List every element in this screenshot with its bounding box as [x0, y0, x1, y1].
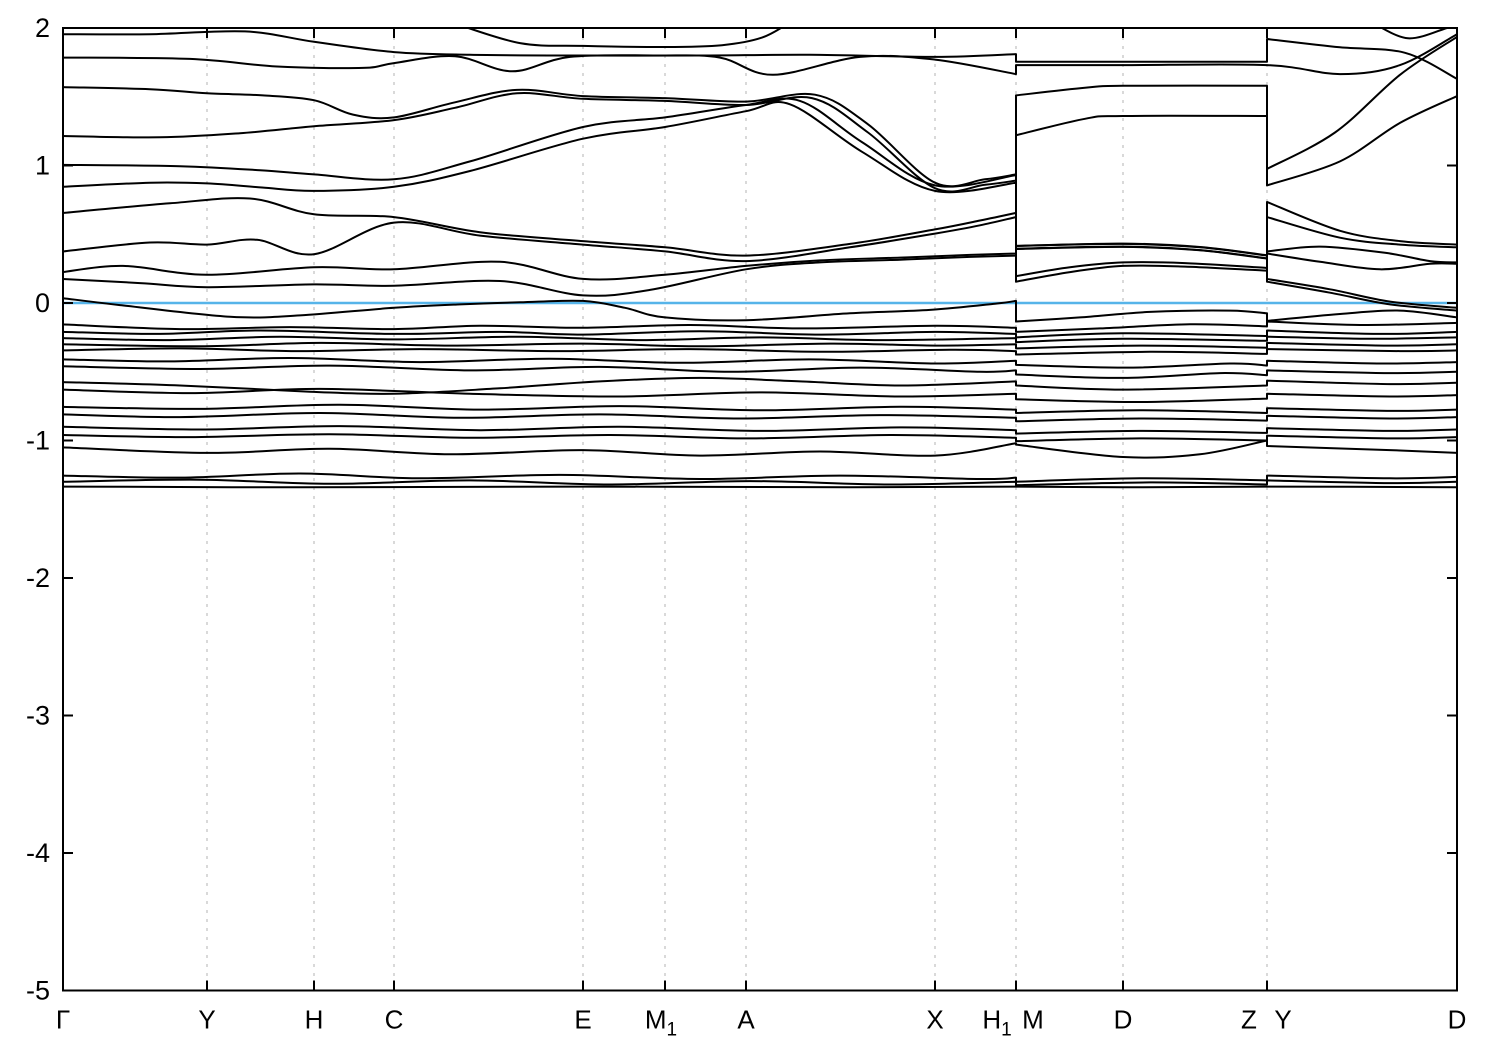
x-axis-kpoint-label: E — [574, 1005, 591, 1035]
y-axis-tick-label: -4 — [26, 838, 50, 868]
band-line — [1378, 27, 1455, 40]
x-axis-kpoint-label: D — [1448, 1005, 1467, 1035]
band-line — [462, 27, 785, 49]
band-line — [63, 297, 1457, 323]
y-axis-tick-label: -2 — [26, 563, 50, 593]
band-line — [63, 403, 1457, 414]
band-line — [63, 425, 1457, 435]
band-line — [63, 197, 1457, 278]
y-axis-tick-label: 0 — [35, 288, 50, 318]
band-line — [63, 329, 1457, 339]
x-axis-kpoint-label: Y — [198, 1005, 215, 1035]
band-line — [63, 478, 1457, 487]
band-line — [63, 92, 1457, 193]
band-line — [63, 216, 1457, 283]
band-line — [63, 335, 1457, 344]
x-axis-kpoint-label: Y — [1274, 1005, 1291, 1035]
y-axis-tick-label: 1 — [35, 151, 50, 181]
band-line — [63, 320, 1457, 333]
x-axis-kpoint-label: A — [737, 1005, 755, 1035]
band-line — [63, 33, 1457, 76]
plot-border — [62, 27, 1458, 992]
y-axis-tick-label: -1 — [26, 426, 50, 456]
x-axis-kpoint-label: H1 — [982, 1005, 1011, 1041]
band-line — [63, 485, 1457, 489]
band-line — [63, 387, 1457, 404]
y-axis-tick-label: 2 — [35, 13, 50, 43]
x-axis-kpoint-label: H — [305, 1005, 324, 1035]
band-line — [63, 411, 1457, 423]
band-line — [63, 30, 1457, 80]
bands-group — [63, 27, 1457, 489]
band-line — [63, 356, 1457, 369]
band-line — [63, 439, 1457, 459]
x-axis-kpoint-label: Γ — [56, 1005, 70, 1035]
x-axis-kpoint-label: M — [1022, 1005, 1044, 1035]
band-line — [63, 245, 1457, 312]
x-axis-kpoint-label: D — [1114, 1005, 1133, 1035]
band-line — [63, 364, 1457, 379]
y-axis-tick-label: -5 — [26, 976, 50, 1006]
band-line — [63, 433, 1457, 443]
band-line — [63, 376, 1457, 395]
band-line — [63, 242, 1457, 309]
x-axis-kpoint-label: M1 — [645, 1005, 677, 1041]
band-line — [63, 341, 1457, 350]
x-axis-kpoint-label: Z — [1241, 1005, 1257, 1035]
band-line — [63, 347, 1457, 356]
band-line — [63, 35, 1457, 188]
x-axis-kpoint-label: C — [385, 1005, 404, 1035]
x-axis-kpoint-label: X — [926, 1005, 943, 1035]
y-axis-tick-label: -3 — [26, 701, 50, 731]
